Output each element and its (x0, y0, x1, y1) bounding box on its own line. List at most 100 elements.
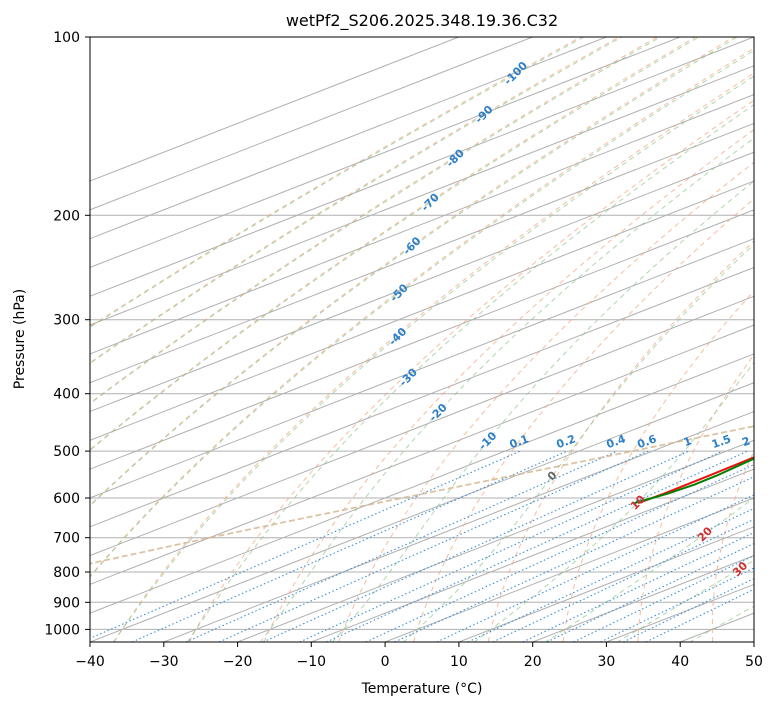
dry-adiabat-line (338, 161, 754, 642)
x-axis: −40 −30 −20 −10 0 10 20 30 40 50 (75, 642, 763, 670)
moist-adiabat-line (90, 37, 623, 364)
moist-adiabat-line (112, 75, 754, 642)
moist-adiabat-line (90, 37, 700, 451)
dry-adiabat-line (637, 353, 754, 642)
isotherm-gridline (90, 151, 754, 413)
moist-adiabat-label: 30 (730, 559, 750, 579)
x-tick-label: 10 (450, 654, 468, 670)
dry-adiabat-line (711, 449, 754, 642)
moist-adiabat-line (186, 104, 754, 642)
y-tick-label: 600 (53, 491, 80, 507)
y-tick-label: 500 (53, 444, 80, 460)
dry-adiabat-line (90, 47, 754, 578)
mixing-ratio-line (131, 450, 568, 642)
isotherm-gridline (90, 65, 754, 326)
mixing-ratio-label: 1.5 (710, 432, 733, 451)
plot-area: 0.10.20.40.611.52346810131620253036-100-… (90, 37, 775, 642)
reference-curve (90, 425, 754, 565)
isotherm-gridline (90, 37, 607, 240)
x-tick-label: 20 (524, 654, 542, 670)
y-tick-label: 300 (53, 313, 80, 329)
mixing-ratio-label: 1 (682, 434, 694, 449)
x-tick-label: −20 (223, 654, 253, 670)
dry-adiabat-line (90, 37, 658, 404)
moist-adiabat-label: 20 (695, 524, 715, 544)
moist-adiabat-line (90, 37, 661, 405)
isotherm-gridline (90, 122, 754, 384)
mixing-ratio-line (262, 450, 690, 642)
isotherm-gridline (90, 295, 754, 557)
isotherm-gridline (90, 37, 681, 268)
isotherm-gridline (90, 37, 533, 211)
isotherm-gridline (753, 641, 754, 642)
y-tick-label: 800 (53, 565, 80, 581)
mixing-ratio-line (492, 518, 754, 642)
dry-adiabat-line (90, 37, 620, 364)
moist-adiabat-line (402, 243, 754, 642)
isotherm-gridline (90, 209, 754, 470)
moist-adiabat-line (473, 361, 754, 642)
chart-title: wetPf2_S206.2025.348.19.36.C32 (286, 11, 558, 31)
mixing-ratio-label: 0.2 (555, 432, 578, 451)
moist-adiabat-label: 40 (761, 587, 775, 607)
y-axis-title: Pressure (hPa) (12, 289, 28, 389)
isotherm-gridline (90, 37, 754, 297)
moist-adiabat-line (616, 559, 754, 642)
mixing-ratio-line (185, 450, 618, 642)
isotherm-gridline (384, 497, 754, 642)
isotherm-gridline (458, 526, 754, 642)
mixing-ratio-label: 0.4 (605, 432, 628, 451)
x-tick-label: 50 (745, 654, 763, 670)
dry-adiabat-line (188, 99, 754, 642)
mixing-ratio-label: 0.1 (508, 432, 531, 451)
dry-adiabat-line (90, 37, 581, 328)
moist-adiabat-label: -70 (419, 191, 442, 214)
moist-adiabat-line (259, 137, 754, 642)
moist-adiabat-label: -90 (472, 103, 495, 126)
mixing-ratio-label: 0.6 (636, 432, 659, 451)
mixing-ratio-label: 2 (740, 434, 752, 449)
y-tick-label: 400 (53, 387, 80, 403)
isotherm-gridline (90, 94, 754, 355)
mixing-ratio-line (299, 450, 723, 642)
isotherm-gridline (90, 324, 754, 585)
isotherm-gridline (237, 439, 754, 642)
plot-frame (89, 36, 755, 643)
x-axis-title: Temperature (°C) (361, 681, 483, 697)
mixing-ratio-line (394, 476, 754, 642)
y-tick-label: 900 (53, 595, 80, 611)
y-tick-label: 200 (53, 208, 80, 224)
x-tick-label: −30 (149, 654, 179, 670)
isotherm-gridline (90, 266, 754, 528)
moist-adiabat-label: -40 (386, 325, 409, 348)
x-tick-label: −40 (75, 654, 105, 670)
moist-adiabat-line (544, 497, 754, 642)
y-axis: 100 200 300 400 500 600 700 800 900 1000 (44, 30, 90, 638)
moist-adiabat-line (90, 37, 584, 329)
moist-adiabat-label: 0 (545, 468, 560, 483)
moist-adiabat-label: -100 (501, 59, 530, 88)
mixing-ratio-line (645, 588, 754, 642)
y-tick-label: 1000 (44, 622, 80, 638)
isotherm-gridline (90, 353, 754, 614)
mixing-ratio-line (522, 531, 754, 642)
x-tick-label: 30 (597, 654, 615, 670)
isotherm-gridline (90, 382, 754, 642)
dry-adiabat-line (90, 37, 734, 506)
dry-adiabat-line (412, 198, 754, 642)
isotherm-gridline (680, 612, 754, 642)
isotherm-gridline (311, 468, 754, 642)
x-tick-label: 0 (381, 654, 390, 670)
mixing-ratio-line (365, 463, 754, 642)
isotherm-gridline (90, 37, 459, 182)
x-tick-label: −10 (297, 654, 327, 670)
isotherm-gridline (90, 238, 754, 499)
mixing-ratio-line (326, 450, 748, 642)
mixing-ratio-line (573, 554, 754, 642)
moist-adiabat-line (90, 37, 738, 507)
moist-adiabat-line (689, 605, 754, 642)
dry-adiabat-line (263, 129, 754, 642)
isotherm-gridline (163, 410, 754, 642)
moist-adiabat-line (90, 49, 754, 579)
